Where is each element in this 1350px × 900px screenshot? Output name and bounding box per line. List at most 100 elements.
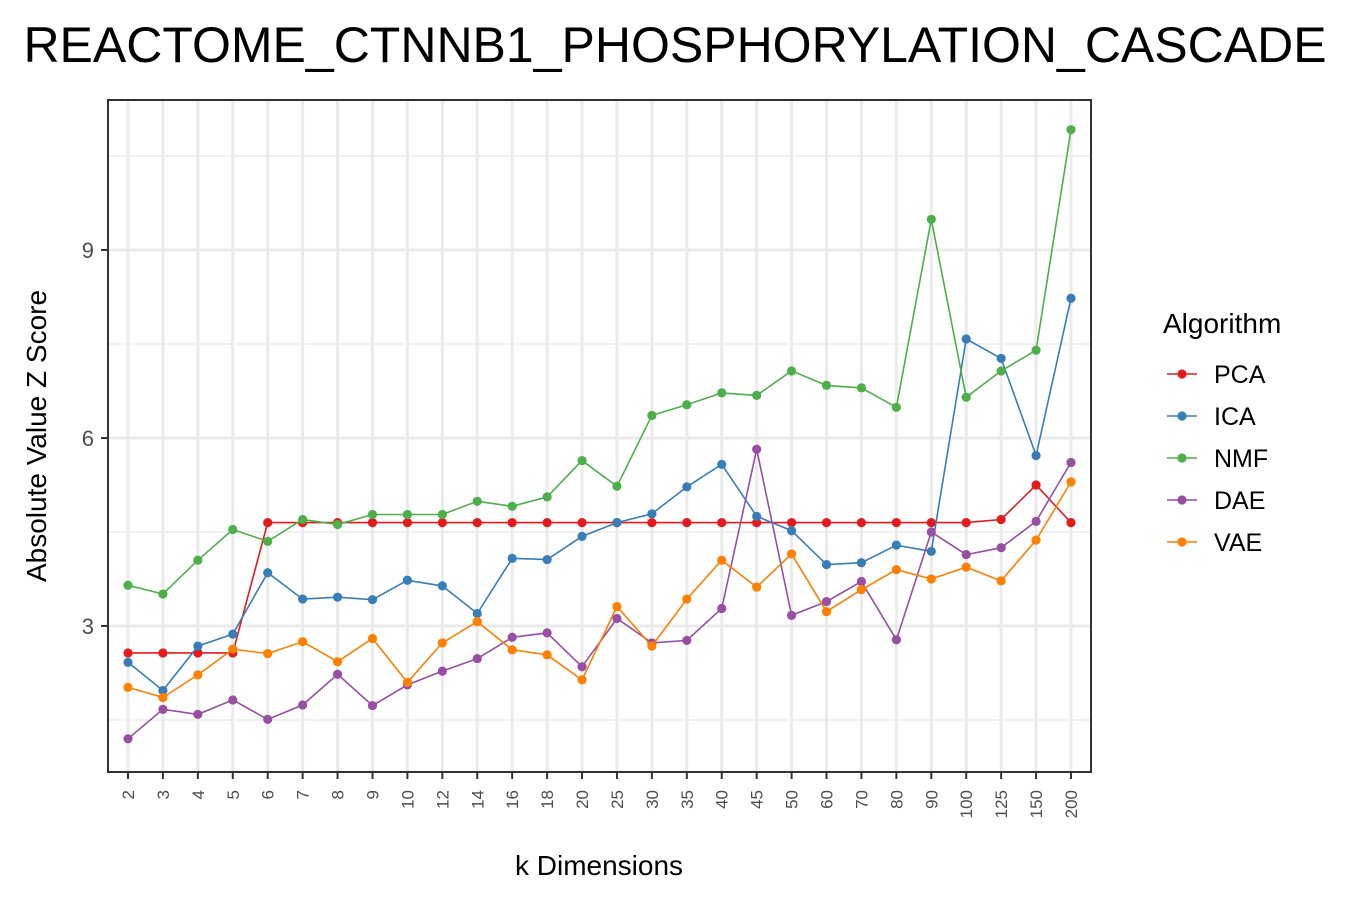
data-point-dae [612, 613, 622, 624]
data-point-vae [332, 657, 343, 667]
data-point-ica [926, 546, 936, 557]
data-point-dae [1066, 457, 1076, 468]
legend-item-ica: ICA [1167, 403, 1256, 431]
series-nmf [123, 125, 1076, 599]
data-point-nmf [1031, 345, 1041, 355]
data-point-dae [437, 666, 447, 676]
data-point-nmf [891, 402, 901, 412]
data-point-ica [437, 581, 447, 591]
data-point-vae [123, 682, 133, 693]
data-point-dae [123, 734, 133, 744]
data-point-pca [367, 518, 378, 528]
legend-title: Algorithm [1163, 308, 1281, 339]
y-tick-label: 6 [82, 426, 94, 451]
x-tick-label: 125 [992, 790, 1011, 818]
x-tick-label: 60 [818, 790, 837, 809]
data-point-dae [926, 527, 936, 537]
data-point-ica [577, 531, 587, 541]
x-tick-label: 25 [608, 790, 627, 809]
data-point-ica [507, 553, 517, 563]
x-tick-label: 35 [678, 790, 697, 809]
data-point-dae [891, 635, 901, 645]
data-point-vae [682, 594, 692, 604]
x-tick-label: 3 [154, 790, 173, 799]
data-point-pca [472, 518, 482, 528]
x-tick-label: 30 [643, 790, 662, 809]
data-point-ica [228, 629, 238, 639]
x-tick-label: 18 [538, 790, 557, 809]
data-point-ica [786, 526, 797, 536]
x-tick-label: 150 [1027, 790, 1046, 818]
data-point-pca [193, 648, 203, 658]
y-axis-title: Absolute Value Z Score [21, 290, 52, 582]
legend-item-nmf: NMF [1167, 445, 1268, 473]
data-point-pca [961, 518, 971, 528]
x-tick-label: 40 [713, 790, 732, 809]
chart-title: REACTOME_CTNNB1_PHOSPHORYLATION_CASCADE [23, 17, 1326, 73]
data-point-nmf [298, 514, 308, 525]
data-point-ica [472, 608, 482, 619]
data-point-pca [856, 518, 867, 528]
data-point-nmf [752, 390, 762, 400]
x-tick-label: 90 [922, 790, 941, 809]
data-point-nmf [402, 509, 413, 520]
data-point-dae [298, 700, 308, 710]
data-point-nmf [682, 400, 692, 410]
x-tick-label: 50 [783, 790, 802, 809]
data-point-vae [263, 648, 273, 659]
data-point-dae [158, 704, 168, 714]
data-point-dae [961, 549, 971, 560]
data-point-dae [821, 596, 832, 607]
data-point-vae [507, 645, 517, 655]
x-tick-label: 20 [573, 790, 592, 809]
x-tick-label: 6 [259, 790, 278, 799]
series-layer [123, 125, 1076, 744]
data-point-vae [158, 692, 168, 703]
data-point-vae [542, 650, 552, 660]
data-point-vae [647, 641, 657, 651]
data-point-nmf [996, 366, 1006, 376]
legend-label: PCA [1214, 361, 1266, 389]
data-point-pca [1066, 518, 1076, 528]
data-point-nmf [647, 410, 657, 421]
data-point-nmf [158, 589, 168, 599]
data-point-nmf [717, 388, 727, 398]
x-tick-label: 200 [1062, 790, 1081, 818]
data-point-pca [123, 648, 133, 658]
data-point-ica [961, 334, 971, 344]
data-point-vae [437, 638, 447, 648]
data-point-dae [332, 669, 343, 679]
data-point-pca [437, 518, 447, 528]
data-point-nmf [577, 455, 587, 466]
data-point-pca [263, 518, 273, 528]
legend-label: ICA [1214, 403, 1256, 431]
legend-key-point [1177, 537, 1187, 547]
data-point-vae [717, 555, 727, 565]
x-tick-label: 2 [119, 790, 138, 799]
data-point-ica [996, 353, 1006, 364]
data-point-vae [961, 562, 971, 572]
x-tick-label: 80 [887, 790, 906, 809]
data-point-dae [682, 635, 692, 646]
data-point-pca [891, 518, 901, 528]
data-point-nmf [123, 580, 133, 590]
series-line-nmf [127, 129, 1072, 595]
legend-item-dae: DAE [1167, 487, 1265, 515]
data-point-ica [752, 511, 762, 521]
data-point-ica [891, 540, 901, 550]
data-point-ica [263, 568, 273, 578]
data-point-vae [821, 606, 832, 617]
data-point-pca [577, 518, 587, 528]
data-point-pca [926, 518, 936, 528]
data-point-pca [542, 518, 552, 528]
data-point-nmf [472, 496, 482, 506]
data-point-ica [332, 592, 343, 602]
data-point-vae [926, 574, 936, 584]
data-point-vae [367, 633, 378, 644]
data-point-vae [298, 637, 308, 647]
x-tick-label: 45 [748, 790, 767, 809]
data-point-dae [577, 662, 587, 672]
data-point-dae [1031, 516, 1041, 526]
x-tick-label: 12 [433, 790, 452, 809]
data-point-vae [472, 617, 482, 627]
